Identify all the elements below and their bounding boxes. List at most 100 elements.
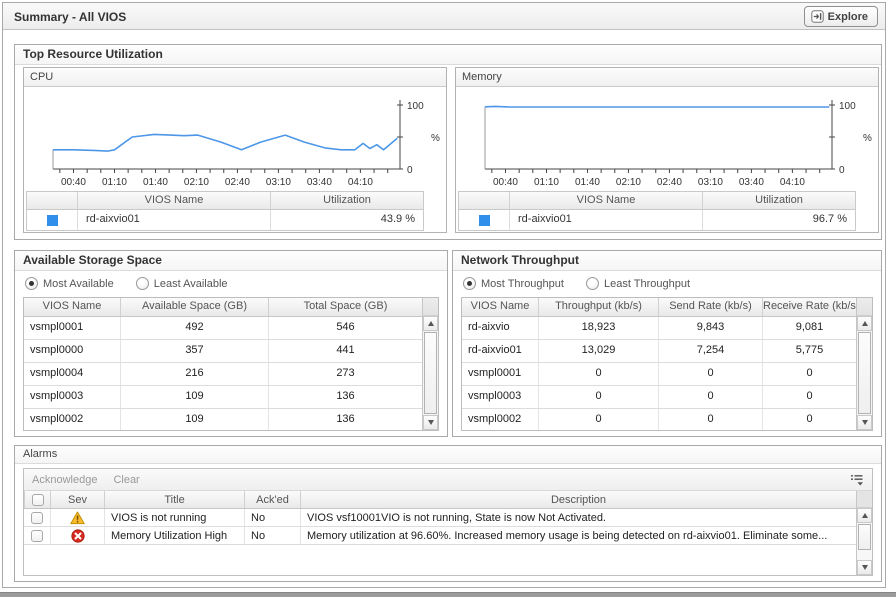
description-cell: Memory utilization at 96.60%. Increased … (300, 527, 856, 544)
alarm-row[interactable]: Memory Utilization High No Memory utilizat… (24, 527, 856, 545)
legend-utilization-header[interactable]: Utilization (270, 192, 423, 209)
alarm-checkbox[interactable] (31, 529, 43, 542)
column-header-available-space[interactable]: Available Space (GB) (120, 298, 268, 316)
alarms-panel: Alarms Acknowledge Clear Sev Title Ack'e… (14, 445, 882, 582)
network-table-row[interactable]: rd-aixvio 18,923 9,843 9,081 (462, 317, 856, 340)
scrollbar-thumb[interactable] (858, 332, 871, 414)
memory-utilization-chart: 00:40 01:10 01:40 02:10 02:40 03:10 03:40 04:10… (484, 100, 872, 188)
column-header-sev[interactable]: Sev (50, 491, 104, 508)
most-available-radio[interactable]: Most Available (25, 277, 114, 290)
scrollbar-corner (857, 491, 872, 508)
value-cell: 0 (658, 363, 762, 385)
cpu-utilization-chart: 00:40 01:10 01:40 02:10 02:40 03:10 03:40 04:10… (52, 100, 440, 188)
legend-utilization-header[interactable]: Utilization (702, 192, 855, 209)
scroll-down-button[interactable] (857, 560, 872, 575)
alarm-row[interactable]: VIOS is not running No VIOS vsf10001VIO is… (24, 509, 856, 527)
alarms-toolbar: Acknowledge Clear (24, 469, 872, 491)
utilization-cell: 43.9 % (270, 210, 423, 230)
svg-text:100: 100 (839, 101, 856, 112)
column-header-receive-rate[interactable]: Receive Rate (kb/s) (762, 298, 856, 316)
value-cell: 546 (268, 317, 422, 339)
value-cell: 109 (120, 386, 268, 408)
value-cell: 0 (538, 409, 658, 430)
svg-text:01:10: 01:10 (534, 177, 559, 188)
memory-legend-rows: rd-aixvio01 96.7 % (459, 210, 855, 230)
acknowledge-button[interactable]: Acknowledge (32, 473, 98, 486)
vios-name-cell: vsmpl0003 (468, 390, 522, 402)
column-header-throughput[interactable]: Throughput (kb/s) (538, 298, 658, 316)
value-cell: 9,843 (658, 317, 762, 339)
vios-name-cell: vsmpl0001 (30, 321, 84, 333)
scroll-down-button[interactable] (857, 415, 872, 430)
least-throughput-radio[interactable]: Least Throughput (585, 277, 690, 290)
legend-swatch-column-header (27, 192, 77, 209)
scrollbar-thumb[interactable] (424, 332, 437, 414)
storage-table-row[interactable]: vsmpl0004 216 273 (24, 363, 422, 386)
alarm-rows: VIOS is not running No VIOS vsf10001VIO is… (24, 509, 856, 545)
vios-name-cell: rd-aixvio01 (468, 344, 522, 356)
column-header-vios-name[interactable]: VIOS Name (470, 300, 530, 312)
scrollbar-thumb[interactable] (858, 524, 871, 550)
column-header-total-space[interactable]: Total Space (GB) (268, 298, 422, 316)
down-arrow-icon (427, 420, 434, 425)
value-cell: 18,923 (538, 317, 658, 339)
svg-text:0: 0 (839, 165, 845, 176)
legend-row[interactable]: rd-aixvio01 43.9 % (27, 210, 423, 230)
vios-name-cell: rd-aixvio (468, 321, 510, 333)
table-customizer-icon[interactable] (850, 474, 864, 486)
alarms-scrollbar[interactable] (856, 491, 872, 575)
svg-text:%: % (863, 133, 872, 144)
svg-text:03:40: 03:40 (307, 177, 332, 188)
explore-icon (810, 10, 824, 23)
network-throughput-title: Network Throughput (453, 251, 881, 271)
network-table-row[interactable]: vsmpl0001 0 0 0 (462, 363, 856, 386)
series-color-swatch (478, 214, 490, 226)
legend-vios-name-header[interactable]: VIOS Name (77, 192, 270, 209)
severity-cell (50, 509, 104, 526)
select-all-checkbox[interactable] (31, 493, 44, 506)
value-cell: 5,775 (762, 340, 856, 362)
acked-cell: No (244, 509, 300, 526)
scrollbar-track[interactable] (857, 551, 872, 560)
up-arrow-icon (861, 513, 868, 518)
select-all-checkbox-cell (24, 491, 50, 508)
column-header-send-rate[interactable]: Send Rate (kb/s) (658, 298, 762, 316)
storage-table-row[interactable]: vsmpl0002 109 136 (24, 409, 422, 430)
down-arrow-icon (861, 565, 868, 570)
bottom-scrollbar-track[interactable] (0, 592, 896, 597)
vios-name-cell: vsmpl0004 (30, 367, 84, 379)
storage-table-row[interactable]: vsmpl0000 357 441 (24, 340, 422, 363)
column-header-vios-name[interactable]: VIOS Name (42, 300, 102, 312)
explore-button[interactable]: Explore (803, 6, 878, 27)
scroll-up-button[interactable] (423, 316, 438, 331)
storage-table-row[interactable]: vsmpl0001 492 546 (24, 317, 422, 340)
alarm-checkbox[interactable] (31, 511, 43, 524)
network-table-row[interactable]: vsmpl0002 0 0 0 (462, 409, 856, 430)
value-cell: 0 (538, 363, 658, 385)
scroll-up-button[interactable] (857, 316, 872, 331)
column-header-title[interactable]: Title (104, 491, 244, 508)
storage-scrollbar[interactable] (422, 298, 438, 430)
svg-text:03:10: 03:10 (266, 177, 291, 188)
network-table-row[interactable]: vsmpl0003 0 0 0 (462, 386, 856, 409)
svg-text:03:10: 03:10 (698, 177, 723, 188)
scroll-down-button[interactable] (423, 415, 438, 430)
vios-name-cell: vsmpl0002 (468, 413, 522, 425)
legend-vios-name-header[interactable]: VIOS Name (509, 192, 702, 209)
legend-row[interactable]: rd-aixvio01 96.7 % (459, 210, 855, 230)
most-throughput-radio[interactable]: Most Throughput (463, 277, 564, 290)
clear-button[interactable]: Clear (113, 473, 140, 486)
network-table-row[interactable]: rd-aixvio01 13,029 7,254 5,775 (462, 340, 856, 363)
storage-table-row[interactable]: vsmpl0003 109 136 (24, 386, 422, 409)
column-header-description[interactable]: Description (300, 491, 856, 508)
value-cell: 0 (658, 409, 762, 430)
column-header-acked[interactable]: Ack'ed (244, 491, 300, 508)
swatch-cell (459, 210, 509, 230)
most-throughput-radio-label: Most Throughput (481, 277, 564, 290)
network-scrollbar[interactable] (856, 298, 872, 430)
title-bar: Summary - All VIOS Explore (3, 3, 885, 30)
scroll-up-button[interactable] (857, 508, 872, 523)
least-available-radio[interactable]: Least Available (135, 277, 228, 290)
down-arrow-icon (861, 420, 868, 425)
